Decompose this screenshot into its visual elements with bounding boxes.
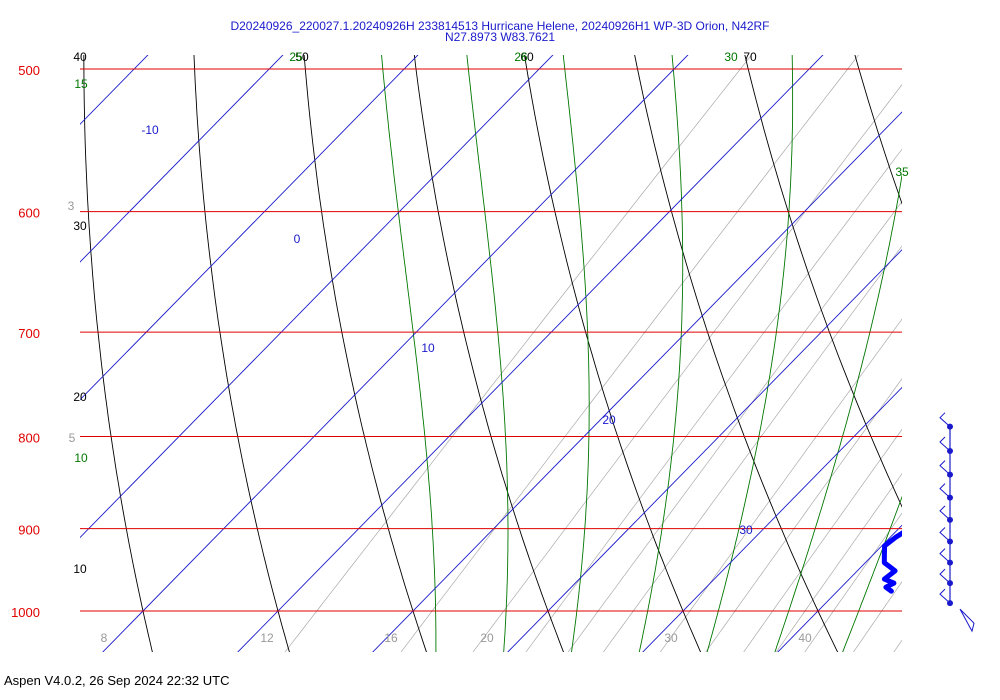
- dry-adiabat-line: [0, 0, 16, 657]
- isotherm-line: [80, 55, 419, 401]
- mixing-ratio-line: [567, 201, 902, 652]
- axis-labels: 500 600 700 800 900 1000 -10 0 10 20 30 8 12 16 20 30 40…: [11, 50, 909, 645]
- wind-barb-flag: [939, 527, 951, 542]
- dry-adiabat-label: 30: [73, 219, 87, 233]
- mixing-ratio-line: [743, 428, 902, 652]
- dry-adiabat-line: [744, 55, 902, 508]
- mixing-ratio-line: [659, 318, 902, 652]
- wind-barb-flag: [939, 483, 951, 498]
- diagram-grid: [0, 0, 1000, 657]
- isotherm-label: 0: [294, 232, 301, 246]
- bottom-axis-label: 12: [260, 631, 274, 645]
- isotherm-line: [372, 111, 902, 652]
- moist-adiabat-line: [774, 172, 902, 652]
- wind-barb-flag: [939, 588, 951, 604]
- wind-barb-flag: [939, 436, 951, 452]
- bottom-axis-label: 8: [101, 631, 108, 645]
- isotherm-line: [507, 249, 902, 652]
- wind-barb-flag: [939, 412, 951, 428]
- isotherm-label: 20: [602, 413, 616, 427]
- bottom-axis-label: 30: [664, 631, 678, 645]
- moist-adiabat-label: 30: [724, 50, 738, 64]
- isotherm-label: -10: [141, 123, 159, 137]
- mixing-ratio-label: 5: [69, 431, 76, 445]
- pressure-label: 500: [18, 63, 40, 78]
- bottom-axis-label: 16: [384, 631, 398, 645]
- chart-subtitle-location: N27.8973 W83.7621: [444, 30, 556, 44]
- chart-title: D20240926_220027.1.20240926H 233814513 H…: [230, 19, 770, 33]
- mixing-ratio-line: [284, 55, 752, 652]
- moist-adiabat-line: [842, 495, 902, 652]
- dry-adiabat-label: 50: [295, 50, 309, 64]
- dry-adiabat-label: 70: [743, 50, 757, 64]
- moist-adiabat-label: 35: [895, 165, 909, 179]
- isotherm-line: [642, 386, 902, 652]
- pressure-label: 600: [18, 206, 40, 221]
- moist-adiabat-line: [638, 55, 684, 652]
- isotherm-label: 30: [739, 523, 753, 537]
- moist-adiabat-line: [466, 55, 509, 652]
- pressure-label: 900: [18, 523, 40, 538]
- isotherm-label: 10: [421, 341, 435, 355]
- isotherm-line: [102, 55, 689, 652]
- software-footer: Aspen V4.0.2, 26 Sep 2024 22:32 UTC: [4, 673, 230, 688]
- mixing-ratio-line: [775, 473, 902, 652]
- pressure-label: 800: [18, 431, 40, 446]
- mixing-ratio-label: 3: [68, 199, 75, 213]
- dry-adiabat-line: [944, 0, 1000, 657]
- mixing-ratio-line: [956, 0, 1000, 657]
- bottom-axis-label: 40: [798, 631, 812, 645]
- wind-barb-flag: [939, 460, 951, 476]
- temperature-profile: [926, 397, 1000, 587]
- wind-barb-pennant: [959, 608, 975, 633]
- isotherm-line: [237, 55, 824, 652]
- dry-adiabat-line: [303, 55, 427, 652]
- mixing-ratio-line: [400, 55, 859, 652]
- moist-adiabat-line: [908, 0, 1000, 657]
- moist-adiabat-label: 15: [74, 77, 88, 91]
- dry-adiabat-line: [854, 55, 902, 205]
- pressure-label: 700: [18, 326, 40, 341]
- wind-barb-flag: [939, 568, 951, 584]
- mixing-ratio-line: [603, 245, 902, 652]
- dry-adiabat-line: [634, 55, 839, 652]
- isotherm-line: [908, 0, 1000, 657]
- moist-adiabat-label: 10: [74, 451, 88, 465]
- wind-barb-flag: [939, 548, 951, 563]
- dry-adiabat-line: [413, 55, 564, 652]
- mixing-ratio-line: [804, 512, 902, 652]
- dry-adiabat-label: 40: [73, 50, 87, 64]
- moist-adiabat-line: [381, 55, 437, 652]
- wind-barbs: [939, 412, 975, 633]
- mixing-ratio-line: [472, 84, 902, 652]
- wind-barb-flag: [939, 505, 951, 521]
- bottom-axis-label: 20: [480, 631, 494, 645]
- dry-adiabat-label: 20: [73, 390, 87, 404]
- moist-adiabat-label: 26: [514, 50, 528, 64]
- isotherm-line: [80, 55, 149, 125]
- dry-adiabat-line: [193, 55, 290, 652]
- mixing-ratio-line: [525, 148, 902, 652]
- isotherm-line: [80, 55, 284, 263]
- dry-adiabat-label: 10: [73, 562, 87, 576]
- mixing-ratio-line: [853, 581, 902, 652]
- mixing-ratio-line: [705, 378, 902, 652]
- moist-adiabat-label: 25: [289, 50, 303, 64]
- mixing-ratio-line: [926, 0, 1000, 657]
- isotherm-line: [80, 55, 554, 539]
- dry-adiabat-label: 60: [520, 50, 534, 64]
- dry-adiabat-line: [83, 55, 153, 652]
- moist-adiabat-line: [706, 55, 794, 652]
- dewpoint-profile: [881, 530, 902, 594]
- dry-adiabat-line: [524, 55, 702, 652]
- pressure-label: 1000: [11, 605, 40, 620]
- moist-adiabat-line: [976, 0, 1000, 657]
- sounding-profiles: [881, 397, 1000, 594]
